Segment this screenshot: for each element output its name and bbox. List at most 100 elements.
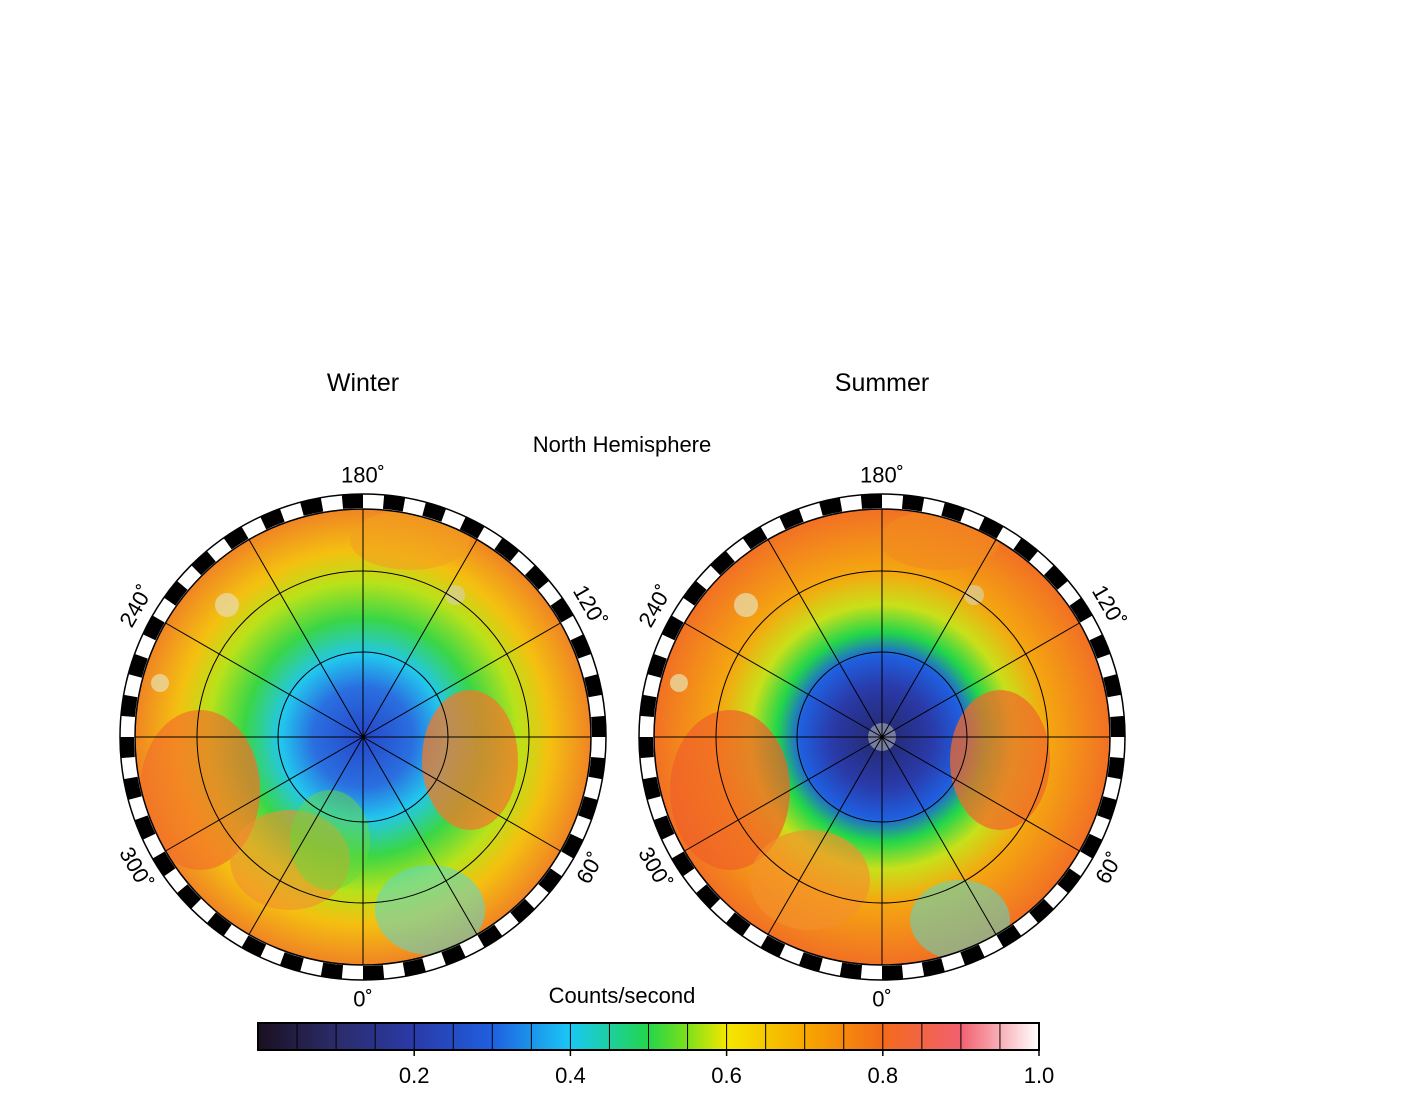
frame-segment: [653, 815, 675, 840]
meridian-line: [881, 736, 1080, 852]
frame-segment: [477, 924, 503, 948]
frame-segment: [661, 615, 684, 641]
frame-segment: [123, 776, 142, 800]
longitude-label: 0˚: [872, 987, 892, 1012]
colorbar-dividers: [296, 1023, 1001, 1050]
frame-segment: [1110, 715, 1125, 737]
frame-segment: [1043, 565, 1069, 590]
frame-segment: [1057, 868, 1082, 894]
polar-map-winter: 0˚60˚120˚180˚240˚300˚: [114, 463, 611, 1012]
colorbar-tick-label: 1.0: [1024, 1063, 1055, 1088]
frame-segment: [176, 884, 202, 909]
frame-segment: [1097, 796, 1117, 821]
frame-segment: [152, 851, 176, 877]
polar-map-summer: 0˚60˚120˚180˚240˚300˚: [633, 463, 1130, 1012]
map-features-winter: [140, 510, 518, 955]
frame-segment: [591, 715, 606, 737]
frame-segment: [120, 737, 135, 759]
frame-segment: [191, 550, 216, 576]
frame-segment: [819, 497, 843, 516]
frame-segment: [223, 526, 249, 550]
frame-segment: [921, 958, 945, 977]
frame-segment: [128, 653, 148, 678]
frame-segment: [120, 694, 138, 718]
frame-segment: [163, 580, 188, 606]
graticule-summer: [653, 508, 1111, 966]
meridian-line: [881, 736, 997, 935]
frame-segment: [710, 550, 735, 576]
frame-segment: [142, 615, 165, 641]
frame-segment: [860, 494, 882, 509]
frame-segment: [459, 516, 485, 539]
frame-segment: [682, 580, 707, 606]
frame-segment: [901, 494, 925, 512]
colorbar-tick-label: 0.4: [555, 1063, 586, 1088]
frame-segment: [1103, 674, 1122, 698]
frame-segment: [1080, 833, 1103, 859]
frame-segment: [402, 958, 426, 977]
meridian-line: [881, 622, 1080, 738]
map-title-winter: Winter: [327, 369, 399, 397]
frame-segment: [382, 494, 406, 512]
meridian-line: [362, 736, 478, 935]
frame-segment: [524, 565, 550, 590]
frame-segment: [779, 508, 804, 530]
frame-segment: [279, 952, 304, 972]
frame-segment: [134, 815, 156, 840]
map-features-summer: [670, 510, 1050, 960]
meridian-line: [767, 539, 883, 738]
frame-segment: [341, 494, 363, 509]
frame-segment: [695, 884, 721, 909]
meridian-line: [165, 622, 364, 738]
frame-segment: [978, 516, 1004, 539]
map-title-summer: Summer: [835, 369, 929, 397]
hemisphere-label: North Hemisphere: [533, 432, 712, 457]
frame-segment: [639, 737, 654, 759]
colorbar-tick-label: 0.2: [399, 1063, 430, 1088]
frame-segment: [363, 965, 385, 980]
colorbar-ticks: 0.2 0.4 0.6 0.8 1.0: [399, 1050, 1054, 1088]
longitude-label: 180˚: [860, 463, 904, 488]
colorbar-tick-label: 0.8: [868, 1063, 899, 1088]
frame-segment: [260, 508, 285, 530]
frame-segment: [647, 653, 667, 678]
frame-segment: [742, 526, 768, 550]
frame-segment: [320, 962, 344, 980]
frame-segment: [1107, 756, 1125, 780]
frame-segment: [725, 912, 751, 937]
meridian-line: [881, 539, 997, 738]
frame-segment: [561, 833, 584, 859]
frame-segment: [494, 537, 520, 562]
frame-segment: [1013, 537, 1039, 562]
colorbar: 0.2 0.4 0.6 0.8 1.0: [257, 1022, 1054, 1088]
frame-segment: [588, 756, 606, 780]
meridian-line: [362, 539, 478, 738]
frame-segment: [441, 944, 466, 966]
meridian-line: [248, 736, 364, 935]
frame-segment: [798, 952, 823, 972]
meridian-line: [684, 622, 883, 738]
meridian-line: [362, 736, 561, 852]
frame-segment: [422, 502, 447, 522]
frame-segment: [941, 502, 966, 522]
frame-segment: [538, 868, 563, 894]
graticule-winter: [134, 508, 592, 966]
frame-segment: [882, 965, 904, 980]
meridian-line: [362, 622, 561, 738]
meridian-line: [767, 736, 883, 935]
frame-segment: [241, 935, 267, 958]
frame-segment: [1069, 597, 1093, 623]
colorbar-title: Counts/second: [549, 983, 696, 1008]
frame-segment: [1029, 898, 1054, 924]
meridian-line: [248, 539, 364, 738]
meridian-line: [165, 736, 364, 852]
frame-segment: [300, 497, 324, 516]
frame-segment: [760, 935, 786, 958]
frame-segment: [206, 912, 232, 937]
frame-segment: [960, 944, 985, 966]
frame-segment: [1089, 634, 1111, 659]
frame-segment: [839, 962, 863, 980]
frame-segment: [550, 597, 574, 623]
frame-segment: [642, 776, 661, 800]
